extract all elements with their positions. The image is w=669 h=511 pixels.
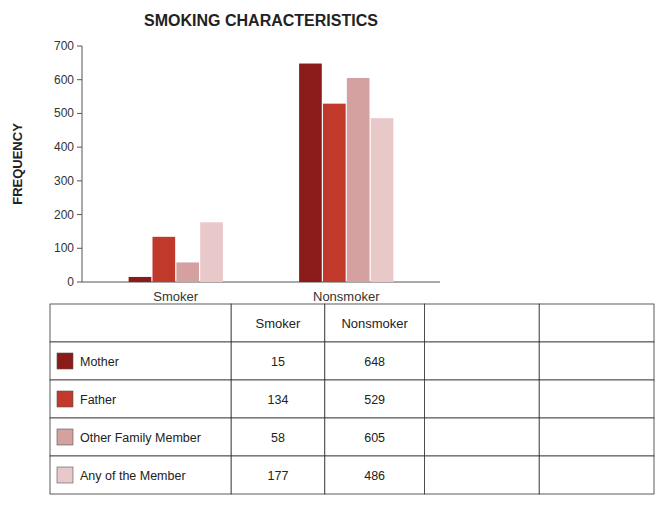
y-tick xyxy=(77,113,82,114)
table-value: 15 xyxy=(271,355,285,369)
table-value: 648 xyxy=(364,355,385,369)
bar xyxy=(129,277,152,282)
bar xyxy=(299,64,322,282)
table-cell xyxy=(539,418,654,456)
legend-swatch xyxy=(57,353,73,369)
y-axis-label: FREQUENCY xyxy=(10,123,25,205)
y-tick xyxy=(77,214,82,215)
bar xyxy=(347,78,370,282)
table-cell xyxy=(50,418,231,456)
table-cell xyxy=(231,304,325,342)
y-axis: 0 100 200 300 400 500 600 700 xyxy=(54,39,82,289)
bar xyxy=(176,262,199,282)
y-tick-label: 100 xyxy=(54,241,74,255)
table-cell xyxy=(539,304,654,342)
table-cell xyxy=(424,418,539,456)
y-tick xyxy=(77,79,82,80)
table-header: Nonsmoker xyxy=(341,316,408,331)
table-value: 177 xyxy=(268,469,289,483)
legend-entry: Mother xyxy=(80,355,119,369)
bar xyxy=(152,237,175,282)
table-cell xyxy=(50,304,231,342)
table-cell xyxy=(424,380,539,418)
bar xyxy=(200,222,223,282)
y-tick xyxy=(77,147,82,148)
table-cell xyxy=(325,418,425,456)
bar xyxy=(323,104,346,282)
y-tick-label: 200 xyxy=(54,208,74,222)
table-cell xyxy=(50,342,231,380)
table-cell xyxy=(231,456,325,494)
table-value: 529 xyxy=(364,393,385,407)
y-tick xyxy=(77,248,82,249)
y-tick-label: 0 xyxy=(67,275,74,289)
table-cell xyxy=(424,456,539,494)
legend-table: Smoker Nonsmoker Mother 15 648 Father 134 529 Ot… xyxy=(50,304,654,494)
table-cell xyxy=(50,456,231,494)
y-tick-label: 600 xyxy=(54,73,74,87)
y-tick-label: 300 xyxy=(54,174,74,188)
legend-swatch xyxy=(57,467,73,483)
title: SMOKING CHARACTERISTICS xyxy=(144,12,378,29)
legend-entry: Father xyxy=(80,393,116,407)
table-cell xyxy=(325,304,425,342)
y-tick-label: 400 xyxy=(54,140,74,154)
table-cell xyxy=(325,456,425,494)
legend-swatch xyxy=(57,391,73,407)
x-tick-label: Smoker xyxy=(153,289,198,304)
legend-entry: Other Family Member xyxy=(80,431,201,445)
y-tick xyxy=(77,46,82,47)
table-cell xyxy=(539,380,654,418)
table-cell xyxy=(231,342,325,380)
table-cell xyxy=(50,380,231,418)
bar xyxy=(371,118,394,282)
table-header: Smoker xyxy=(256,316,301,331)
table-cell xyxy=(231,380,325,418)
y-tick xyxy=(77,180,82,181)
legend-entry: Any of the Member xyxy=(80,469,186,483)
table-cell xyxy=(325,342,425,380)
table-cell xyxy=(424,304,539,342)
y-tick-label: 500 xyxy=(54,106,74,120)
legend-swatch xyxy=(57,429,73,445)
table-value: 134 xyxy=(268,393,289,407)
table-cell xyxy=(231,418,325,456)
table-cell xyxy=(539,456,654,494)
table-cell xyxy=(539,342,654,380)
table-cell xyxy=(325,380,425,418)
y-tick xyxy=(77,282,82,283)
y-tick-label: 700 xyxy=(54,39,74,53)
table-value: 58 xyxy=(271,431,285,445)
table-value: 486 xyxy=(364,469,385,483)
chart-container: SMOKING CHARACTERISTICS 0 100 200 300 400 500 6… xyxy=(0,0,669,511)
bars xyxy=(129,64,394,282)
table-cell xyxy=(424,342,539,380)
table-value: 605 xyxy=(364,431,385,445)
y-axis-line xyxy=(82,46,83,282)
x-tick-label: Nonsmoker xyxy=(313,289,380,304)
chart: SMOKING CHARACTERISTICS 0 100 200 300 400 500 6… xyxy=(0,0,669,511)
